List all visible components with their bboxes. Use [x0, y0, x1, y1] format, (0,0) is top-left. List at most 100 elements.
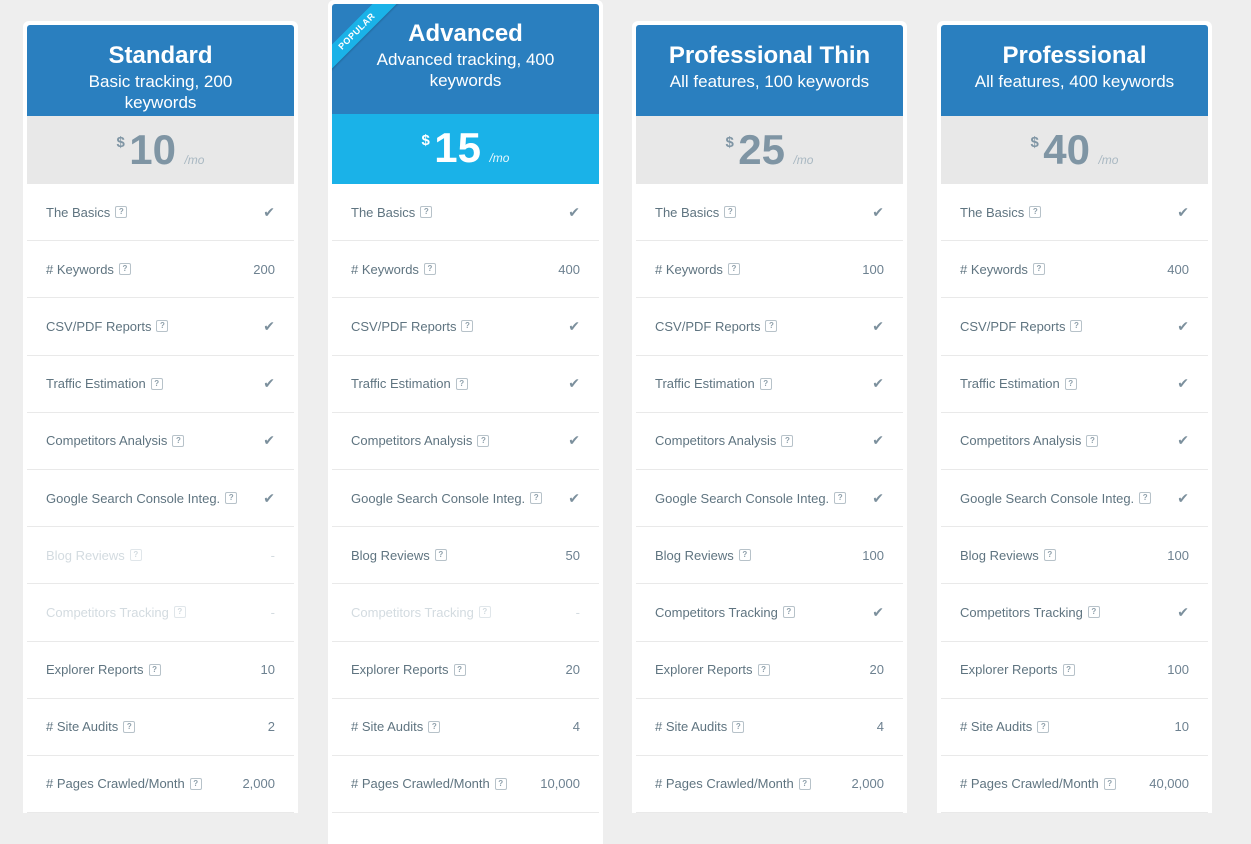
feature-row: Google Search Console Integ.? ✔ — [941, 470, 1208, 528]
feature-value: 400 — [1167, 261, 1189, 277]
feature-label: Blog Reviews? — [960, 548, 1056, 563]
feature-row: Blog Reviews? 100 — [941, 527, 1208, 585]
help-icon[interactable]: ? — [759, 377, 772, 390]
help-icon[interactable]: ? — [453, 663, 466, 676]
help-icon[interactable]: ? — [172, 434, 185, 447]
help-icon[interactable]: ? — [189, 777, 202, 790]
help-icon[interactable]: ? — [798, 777, 811, 790]
check-icon: ✔ — [1177, 203, 1189, 220]
feature-value: - — [575, 604, 580, 620]
help-icon[interactable]: ? — [1139, 492, 1152, 505]
check-icon: ✔ — [263, 203, 275, 220]
check-icon: ✔ — [872, 489, 884, 506]
help-icon[interactable]: ? — [423, 263, 436, 276]
help-icon[interactable]: ? — [1062, 663, 1075, 676]
help-icon[interactable]: ? — [727, 263, 740, 276]
feature-label: Google Search Console Integ.? — [351, 491, 543, 506]
feature-row: # Keywords? 200 — [27, 241, 294, 299]
price-amount: 15 — [434, 124, 482, 171]
help-icon[interactable]: ? — [434, 549, 447, 562]
help-icon[interactable]: ? — [477, 434, 490, 447]
help-icon[interactable]: ? — [738, 549, 751, 562]
help-icon[interactable]: ? — [1103, 777, 1116, 790]
plan-header: Professional Thin All features, 100 keyw… — [636, 25, 903, 116]
feature-row: Explorer Reports? 20 — [636, 642, 903, 699]
plan-description: Basic tracking, 200 keywords — [88, 72, 233, 112]
help-icon[interactable]: ? — [123, 720, 136, 733]
help-icon[interactable]: ? — [118, 263, 131, 276]
feature-label: The Basics? — [351, 205, 433, 220]
feature-label: Google Search Console Integ.? — [655, 491, 847, 506]
feature-label-text: Competitors Analysis — [351, 433, 473, 449]
help-icon[interactable]: ? — [1043, 549, 1056, 562]
check-icon: ✔ — [568, 375, 580, 392]
feature-row: CSV/PDF Reports? ✔ — [27, 298, 294, 356]
plan-description: All features, 400 keywords — [974, 72, 1175, 91]
feature-row: # Site Audits? 4 — [332, 699, 599, 756]
help-icon[interactable]: ? — [782, 606, 795, 619]
feature-value: 100 — [862, 261, 884, 277]
help-icon[interactable]: ? — [1087, 606, 1100, 619]
plan-card-professional-thin: Professional Thin All features, 100 keyw… — [632, 21, 907, 814]
feature-row: Competitors Analysis? ✔ — [332, 413, 599, 470]
help-icon[interactable]: ? — [1037, 720, 1050, 733]
help-icon[interactable]: ? — [494, 777, 507, 790]
help-icon[interactable]: ? — [129, 549, 142, 562]
help-icon[interactable]: ? — [732, 720, 745, 733]
help-icon[interactable]: ? — [455, 377, 468, 390]
help-icon[interactable]: ? — [530, 492, 543, 505]
check-icon: ✔ — [1177, 317, 1189, 334]
help-icon[interactable]: ? — [428, 720, 441, 733]
help-icon[interactable]: ? — [461, 320, 474, 333]
help-icon[interactable]: ? — [1064, 377, 1077, 390]
help-icon[interactable]: ? — [757, 663, 770, 676]
help-icon[interactable]: ? — [148, 663, 161, 676]
feature-value: - — [270, 604, 275, 620]
feature-label-text: CSV/PDF Reports — [655, 318, 761, 334]
check-icon: ✔ — [263, 317, 275, 334]
check-icon: ✔ — [1177, 603, 1189, 620]
help-icon[interactable]: ? — [724, 206, 737, 219]
feature-label: Competitors Analysis? — [960, 433, 1099, 448]
feature-row: Traffic Estimation? ✔ — [27, 356, 294, 413]
feature-label: Traffic Estimation? — [960, 376, 1077, 391]
help-icon[interactable]: ? — [150, 377, 163, 390]
help-icon[interactable]: ? — [420, 206, 433, 219]
feature-list: The Basics? ✔ # Keywords? 200 CSV/PDF Report… — [27, 184, 294, 814]
help-icon[interactable]: ? — [478, 606, 491, 619]
feature-label-text: Blog Reviews — [46, 547, 125, 563]
feature-label: The Basics? — [46, 204, 128, 220]
help-icon[interactable]: ? — [1032, 263, 1045, 276]
feature-label: Explorer Reports? — [46, 662, 161, 677]
help-icon[interactable]: ? — [781, 434, 794, 447]
feature-label: CSV/PDF Reports? — [960, 319, 1083, 334]
feature-label: Blog Reviews? — [351, 548, 447, 563]
feature-row: Competitors Analysis? ✔ — [636, 413, 903, 470]
check-icon: ✔ — [872, 203, 884, 220]
feature-row: The Basics? ✔ — [636, 184, 903, 242]
help-icon[interactable]: ? — [1086, 434, 1099, 447]
feature-label-text: # Pages Crawled/Month — [960, 776, 1099, 792]
help-icon[interactable]: ? — [834, 492, 847, 505]
feature-row: The Basics? ✔ — [332, 184, 599, 242]
help-icon[interactable]: ? — [225, 492, 238, 505]
feature-label: Explorer Reports? — [960, 662, 1075, 677]
plan-card-standard: Standard Basic tracking, 200 keywords $ … — [23, 21, 298, 814]
feature-row: The Basics? ✔ — [941, 184, 1208, 242]
check-icon: ✔ — [872, 375, 884, 392]
help-icon[interactable]: ? — [1070, 320, 1083, 333]
help-icon[interactable]: ? — [173, 606, 186, 619]
feature-row: Competitors Tracking? - — [332, 584, 599, 642]
help-icon[interactable]: ? — [1029, 206, 1042, 219]
feature-row: The Basics? ✔ — [27, 184, 294, 242]
feature-label-text: Competitors Analysis — [46, 433, 168, 449]
help-icon[interactable]: ? — [115, 206, 128, 219]
feature-value: - — [270, 547, 275, 563]
help-icon[interactable]: ? — [156, 320, 169, 333]
feature-list: The Basics? ✔ # Keywords? 100 CSV/PDF Report… — [636, 184, 903, 814]
feature-label-text: # Site Audits — [655, 719, 728, 735]
feature-list: The Basics? ✔ # Keywords? 400 CSV/PDF Report… — [941, 184, 1208, 814]
help-icon[interactable]: ? — [765, 320, 778, 333]
feature-label-text: The Basics — [46, 204, 111, 220]
check-icon: ✔ — [568, 432, 580, 449]
